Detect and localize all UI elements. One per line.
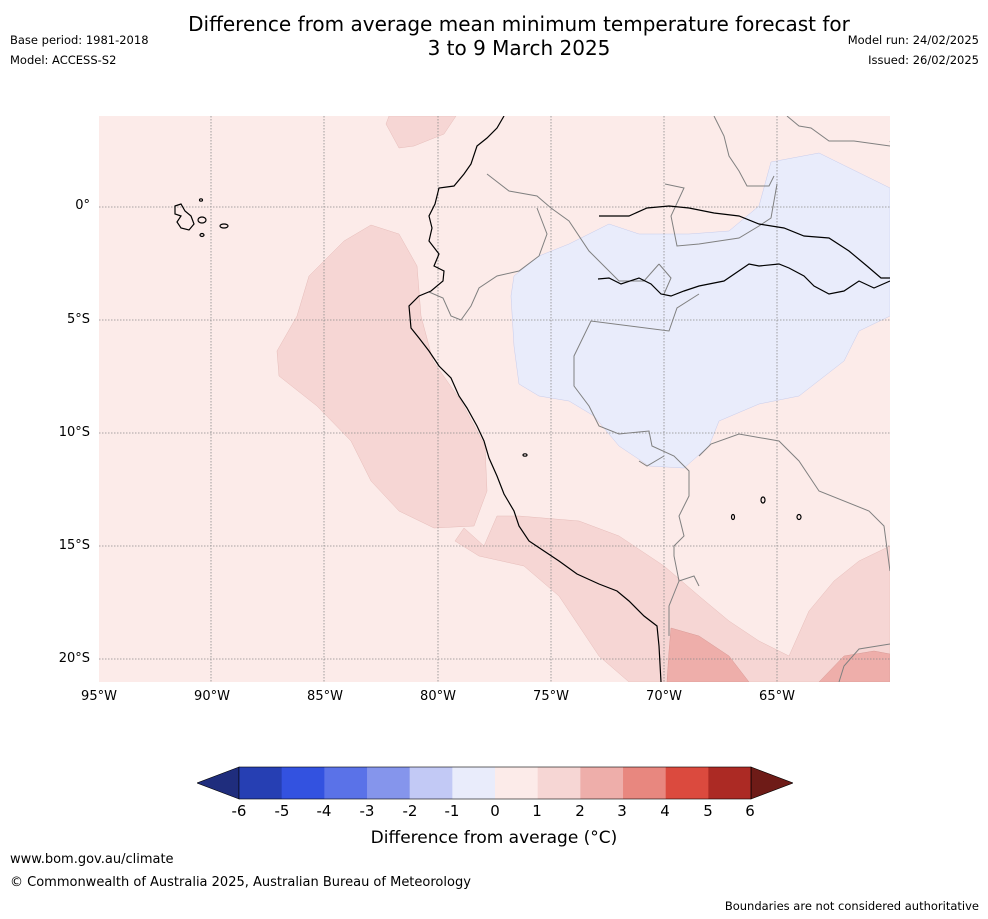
lat-label-5s: 5°S	[66, 312, 90, 327]
lon-label-90w: 90°W	[194, 689, 230, 704]
lon-label-65w: 65°W	[759, 689, 795, 704]
colorbar-tick: 1	[532, 802, 542, 820]
colorbar-cell	[580, 767, 624, 799]
colorbar-extend-low	[197, 766, 240, 800]
lat-label-20s: 20°S	[58, 651, 90, 666]
footer-disclaimer: Boundaries are not considered authoritat…	[724, 899, 979, 913]
lon-label-75w: 75°W	[533, 689, 569, 704]
colorbar-tick: 6	[745, 802, 755, 820]
forecast-map	[99, 116, 890, 682]
colorbar-tick: -4	[316, 802, 332, 820]
chart-title: Difference from average mean minimum tem…	[120, 12, 918, 60]
anomaly-region-north	[385, 116, 457, 149]
colorbar-cell	[409, 767, 453, 799]
colorbar-tick: -5	[274, 802, 290, 820]
colorbar-cell	[623, 767, 667, 799]
colorbar-cell	[324, 767, 368, 799]
country-borders	[428, 116, 890, 682]
colorbar-cell	[537, 767, 581, 799]
graticule	[99, 116, 890, 682]
issued-date: Issued: 26/02/2025	[868, 53, 979, 67]
colorbar	[197, 766, 793, 800]
lon-label-70w: 70°W	[646, 689, 682, 704]
anomaly-region-warm-west	[666, 627, 750, 682]
colorbar-cell	[708, 767, 752, 799]
colorbar-tick: -3	[359, 802, 375, 820]
lon-label-95w: 95°W	[81, 689, 117, 704]
colorbar-tick: 0	[490, 802, 500, 820]
colorbar-extend-high	[750, 766, 793, 800]
meta-left: Base period: 1981-2018 Model: ACCESS-S2	[10, 30, 149, 70]
colorbar-cell	[452, 767, 496, 799]
anomaly-region-south	[454, 515, 890, 682]
colorbar-tick: -2	[402, 802, 418, 820]
colorbar-tick: 2	[575, 802, 585, 820]
model-run: Model run: 24/02/2025	[847, 33, 979, 47]
colorbar-tick: -1	[444, 802, 460, 820]
title-line-2: 3 to 9 March 2025	[427, 36, 611, 60]
islands	[174, 198, 802, 521]
colorbar-cell	[665, 767, 709, 799]
lat-label-10s: 10°S	[58, 425, 90, 440]
lon-label-80w: 80°W	[420, 689, 456, 704]
colorbar-cell	[495, 767, 539, 799]
anomaly-region-offshore	[276, 224, 488, 529]
lat-label-15s: 15°S	[58, 538, 90, 553]
colorbar-tick: -6	[231, 802, 247, 820]
lon-label-85w: 85°W	[307, 689, 343, 704]
footer-url: www.bom.gov.au/climate	[10, 852, 174, 867]
colorbar-tick: 5	[703, 802, 713, 820]
coastline	[408, 116, 890, 682]
colorbar-border	[238, 766, 752, 800]
colorbar-cell	[239, 767, 283, 799]
colorbar-tick: 4	[660, 802, 670, 820]
anomaly-region-warm-east	[818, 650, 890, 682]
base-period: Base period: 1981-2018	[10, 33, 149, 47]
anomaly-region-cool	[510, 152, 890, 469]
title-line-1: Difference from average mean minimum tem…	[188, 12, 850, 36]
footer-copyright: © Commonwealth of Australia 2025, Austra…	[10, 875, 471, 890]
colorbar-label: Difference from average (°C)	[370, 828, 618, 848]
colorbar-tick: 3	[617, 802, 627, 820]
lat-label-0: 0°	[75, 198, 90, 213]
colorbar-cell	[367, 767, 411, 799]
model-name: Model: ACCESS-S2	[10, 53, 117, 67]
meta-right: Model run: 24/02/2025 Issued: 26/02/2025	[848, 30, 979, 70]
colorbar-cell	[281, 767, 325, 799]
